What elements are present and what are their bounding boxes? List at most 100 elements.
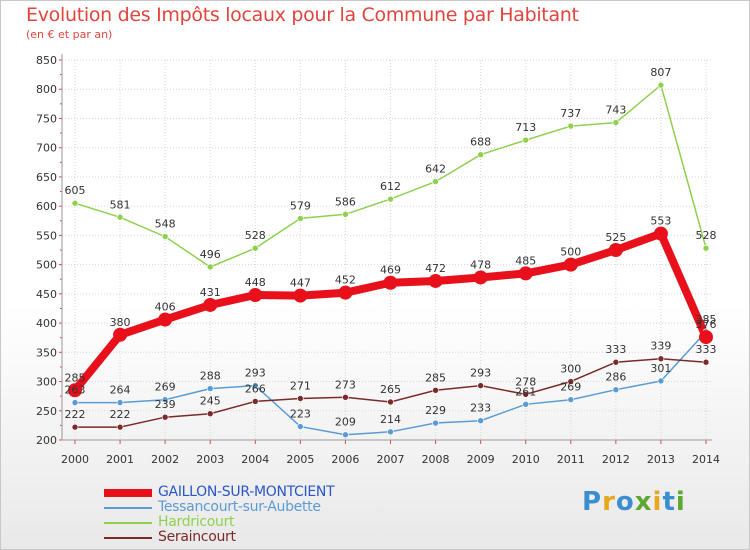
y-tick-label: 700 [36,142,57,155]
data-label: 339 [650,340,671,353]
data-point [71,399,79,406]
x-tick-label: 2001 [106,453,134,466]
legend-swatch [104,521,152,524]
data-label: 285 [65,371,86,384]
data-point [699,330,713,345]
data-label: 452 [335,274,356,287]
data-label: 605 [65,184,86,197]
data-point [567,378,575,385]
data-point [608,243,623,257]
data-label: 333 [696,343,717,356]
data-point [522,391,530,398]
data-label: 269 [560,381,581,394]
data-point [612,119,620,126]
data-point [71,199,79,207]
data-point [158,312,173,327]
x-tick-label: 2000 [61,453,89,466]
data-point [251,382,259,389]
data-label: 431 [200,286,221,299]
data-point [342,431,349,439]
data-label: 301 [650,362,671,375]
data-label: 612 [380,180,401,193]
y-tick-label: 800 [36,83,57,96]
legend-item: Tessancourt-sur-Aubette [104,500,334,515]
data-point [161,413,169,421]
data-label: 233 [470,402,491,415]
data-label: 496 [200,248,221,261]
data-label: 288 [200,370,221,383]
data-label: 293 [245,367,266,380]
chart-title: Evolution des Impôts locaux pour la Comm… [26,4,579,26]
x-tick-label: 2013 [647,453,675,466]
data-label: 285 [425,371,446,384]
data-label: 525 [605,231,626,244]
logo-letter: i [675,487,686,517]
x-tick-label: 2007 [377,453,405,466]
data-label: 406 [155,301,176,314]
data-point [653,226,668,241]
data-point [612,358,620,366]
axes: 200 250 300 350 400 450 500 550 600 650 700 750 800 8… [36,54,720,466]
data-point [342,394,349,401]
data-label: 273 [335,378,356,391]
data-label: 239 [155,398,176,411]
data-label: 278 [515,375,536,388]
data-point [477,417,484,425]
legend-label: Tessancourt-sur-Aubette [158,499,321,515]
data-label: 333 [605,343,626,356]
data-point [563,257,578,272]
proxiti-logo: Proxiti [582,487,686,517]
data-point [612,386,620,394]
data-point [248,288,263,303]
logo-letter: i [652,487,663,517]
data-point [522,136,530,144]
data-label: 214 [380,413,401,426]
y-tick-label: 500 [36,259,57,272]
data-label: 528 [245,229,266,242]
x-tick-label: 2012 [602,453,630,466]
data-label: 713 [515,121,536,134]
data-label: 743 [605,104,626,117]
data-label: 586 [335,195,356,208]
legend-label: Seraincourt [158,529,236,545]
series-points [68,81,713,439]
data-label: 472 [425,262,446,275]
logo-letter: P [582,487,603,517]
data-label: 261 [515,385,536,398]
data-label: 222 [65,408,86,421]
data-point [113,327,128,342]
y-tick-label: 600 [36,200,57,213]
data-point [387,398,394,406]
data-point [297,395,304,402]
legend-label: GAILLON-SUR-MONTCIENT [158,484,335,500]
data-point [71,423,79,431]
data-point [477,382,484,389]
data-label: 265 [380,383,401,396]
logo-letter: x [634,487,653,517]
data-point [206,385,214,392]
legend-item: Hardricourt [104,515,334,530]
data-point [657,355,665,363]
logo-letter: r [602,487,616,517]
y-tick-label: 450 [36,288,57,301]
data-point [567,396,575,403]
data-point [432,419,439,427]
data-point [338,285,353,300]
data-point [342,211,349,218]
data-point [522,401,530,408]
grid [62,59,712,441]
data-label: 478 [470,258,491,271]
data-point [297,215,304,222]
data-point [518,266,533,281]
x-tick-label: 2005 [286,453,314,466]
x-tick-label: 2004 [241,453,269,466]
legend: GAILLON-SUR-MONTCIENT Tessancourt-sur-Aub… [104,484,335,545]
legend-label: Hardricourt [158,514,235,530]
data-point [116,399,124,406]
data-point [657,81,665,89]
legend-swatch [104,536,152,539]
x-tick-label: 2006 [331,453,359,466]
data-label: 500 [560,246,581,259]
